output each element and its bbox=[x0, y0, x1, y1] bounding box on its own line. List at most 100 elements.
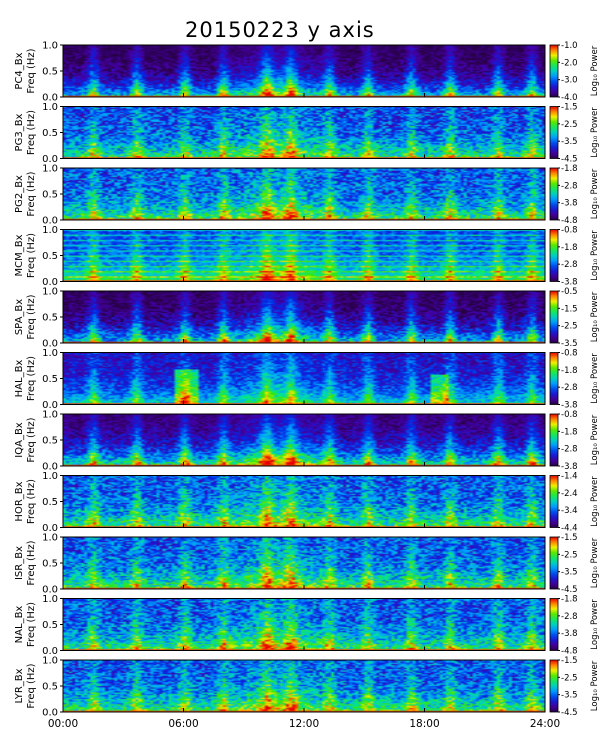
colorbar-tick-label: -3.5 bbox=[561, 691, 578, 701]
colorbar-tick-label: -3.0 bbox=[561, 76, 578, 86]
y-tick-label: 1.0 bbox=[42, 533, 58, 544]
colorbar-tick-label: -4.5 bbox=[561, 155, 578, 165]
x-tick-label: 24:00 bbox=[530, 718, 560, 730]
x-tick-label: 00:00 bbox=[48, 718, 78, 730]
y-tick-label: 1.0 bbox=[42, 594, 58, 605]
colorbar-label: Log₁₀ Power bbox=[590, 353, 600, 404]
y-tick-label: 1.0 bbox=[42, 41, 58, 52]
y-tick-label: 0.5 bbox=[42, 620, 58, 631]
colorbar-tick-label: -4.5 bbox=[561, 708, 578, 718]
colorbar-tick-label: -2.4 bbox=[561, 489, 578, 499]
colorbar-label: Log₁₀ Power bbox=[590, 168, 600, 219]
colorbar-tick-label: -4.8 bbox=[561, 647, 578, 657]
spectrogram-image bbox=[63, 229, 545, 282]
y-tick-label: 1.0 bbox=[42, 410, 58, 421]
colorbar-tick-label: -3.8 bbox=[561, 629, 578, 639]
y-axis-label-station: ISR_Bx bbox=[14, 546, 25, 580]
y-axis-label-freq: Freq (Hz) bbox=[26, 417, 37, 462]
x-tick-label: 12:00 bbox=[289, 718, 319, 730]
y-axis-label-freq: Freq (Hz) bbox=[26, 540, 37, 585]
colorbar-tick-label: -2.5 bbox=[561, 550, 578, 560]
x-tick-label: 18:00 bbox=[409, 718, 439, 730]
y-tick-label: 0.5 bbox=[42, 497, 58, 508]
y-tick-label: 0.5 bbox=[42, 67, 58, 78]
panel-hor: 0.0 0.5 1.0 HOR_Bx Freq (Hz) -1.4 -2.4 -3.4 -4.4… bbox=[14, 471, 600, 534]
colorbar-label: Log₁₀ Power bbox=[590, 476, 600, 527]
colorbar bbox=[549, 659, 559, 713]
colorbar-tick-label: -1.8 bbox=[561, 366, 578, 376]
colorbar-tick-label: -1.5 bbox=[561, 103, 578, 113]
colorbar-tick-label: -2.5 bbox=[561, 120, 578, 130]
colorbar-tick-label: -3.5 bbox=[561, 339, 578, 349]
colorbar-label: Log₁₀ Power bbox=[590, 291, 600, 342]
y-tick-label: 1.0 bbox=[42, 287, 58, 298]
colorbar-label: Log₁₀ Power bbox=[590, 537, 600, 588]
y-tick-label: 0.5 bbox=[42, 374, 58, 385]
colorbar-label: Log₁₀ Power bbox=[590, 660, 600, 711]
colorbar-tick-label: -0.8 bbox=[561, 410, 578, 420]
colorbar-tick-label: -3.4 bbox=[561, 506, 578, 516]
colorbar-tick-label: -0.5 bbox=[561, 287, 578, 297]
colorbar-tick-label: -2.8 bbox=[561, 260, 578, 270]
y-axis-label-freq: Freq (Hz) bbox=[26, 479, 37, 524]
colorbar bbox=[549, 536, 559, 590]
y-axis-label-freq: Freq (Hz) bbox=[26, 110, 37, 155]
colorbar-tick-label: -2.8 bbox=[561, 445, 578, 455]
y-axis-label-station: HAL_Bx bbox=[14, 360, 25, 398]
colorbar-tick-label: -3.8 bbox=[561, 199, 578, 209]
x-tick-label: 06:00 bbox=[168, 718, 198, 730]
colorbar-tick-label: -2.8 bbox=[561, 383, 578, 393]
y-tick-label: 0.0 bbox=[42, 708, 58, 719]
y-tick-label: 0.5 bbox=[42, 190, 58, 201]
y-tick-label: 1.0 bbox=[42, 225, 58, 236]
colorbar-tick-label: -1.5 bbox=[561, 304, 578, 314]
y-axis-label-station: LYR_Bx bbox=[14, 668, 25, 703]
colorbar-tick-label: -1.5 bbox=[561, 656, 578, 666]
colorbar-label: Log₁₀ Power bbox=[590, 230, 600, 281]
panel-spa: 0.0 0.5 1.0 SPA_Bx Freq (Hz) -0.5 -1.5 -2.5 -3.5… bbox=[14, 287, 600, 350]
colorbar-tick-label: -3.8 bbox=[561, 462, 578, 472]
colorbar bbox=[549, 44, 559, 98]
y-tick-label: 0.0 bbox=[42, 646, 58, 657]
y-tick-label: 0.0 bbox=[42, 523, 58, 534]
y-axis-label-station: PC4_Bx bbox=[14, 52, 25, 89]
y-axis-label-station: PG3_Bx bbox=[14, 113, 25, 151]
figure-title: 20150223 y axis bbox=[185, 18, 375, 42]
colorbar bbox=[549, 290, 559, 344]
spectrogram-image bbox=[63, 660, 545, 712]
spectrogram-image bbox=[63, 291, 545, 343]
colorbar-tick-label: -3.5 bbox=[561, 568, 578, 578]
y-axis-label-freq: Freq (Hz) bbox=[26, 356, 37, 401]
spectrogram-image bbox=[63, 598, 545, 651]
colorbar-tick-label: -1.0 bbox=[561, 41, 578, 51]
panel-lyr: 0.0 0.5 1.0 LYR_Bx Freq (Hz) -1.5 -2.5 -3.5 -4.5… bbox=[14, 656, 600, 719]
y-axis-label-station: NAL_Bx bbox=[14, 606, 25, 644]
colorbar bbox=[549, 352, 559, 405]
y-tick-label: 0.0 bbox=[42, 93, 58, 104]
colorbar-tick-label: -2.0 bbox=[561, 58, 578, 68]
spectrogram-image bbox=[63, 168, 545, 220]
colorbar-label: Log₁₀ Power bbox=[590, 45, 600, 96]
colorbar bbox=[549, 475, 559, 528]
colorbar bbox=[549, 229, 559, 282]
y-tick-label: 1.0 bbox=[42, 102, 58, 113]
colorbar-tick-label: -2.5 bbox=[561, 673, 578, 683]
y-axis-label-freq: Freq (Hz) bbox=[26, 48, 37, 93]
y-tick-label: 1.0 bbox=[42, 656, 58, 667]
panel-hal: 0.0 0.5 1.0 HAL_Bx Freq (Hz) -0.8 -1.8 -2.8 -3.8… bbox=[14, 348, 600, 411]
colorbar-tick-label: -0.8 bbox=[561, 226, 578, 236]
y-tick-label: 0.5 bbox=[42, 559, 58, 570]
spectrogram-image bbox=[63, 45, 545, 97]
colorbar bbox=[549, 413, 559, 467]
y-axis-label-station: IQA_Bx bbox=[14, 422, 25, 458]
y-tick-label: 1.0 bbox=[42, 164, 58, 175]
colorbar-label: Log₁₀ Power bbox=[590, 107, 600, 158]
y-axis-label-freq: Freq (Hz) bbox=[26, 602, 37, 647]
colorbar-tick-label: -1.8 bbox=[561, 164, 578, 174]
spectrogram-image bbox=[63, 537, 545, 589]
colorbar-tick-label: -3.8 bbox=[561, 401, 578, 411]
y-tick-label: 0.5 bbox=[42, 682, 58, 693]
colorbar-tick-label: -4.0 bbox=[561, 93, 578, 103]
